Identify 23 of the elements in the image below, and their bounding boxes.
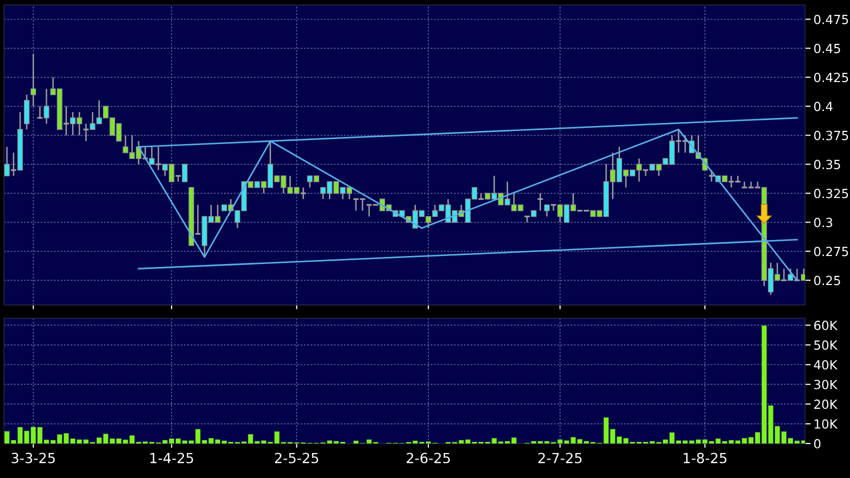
y-tick-label: 10K [814,419,838,429]
y-tick-label: 0.4 [814,102,833,112]
y-tick-label: 0.475 [814,14,848,24]
x-tick-label: 2-7-25 [538,452,582,464]
x-tick-label: 2-6-25 [406,452,450,464]
x-tick-label: 2-5-25 [275,452,318,464]
y-tick-label: 0 [814,438,820,448]
x-tick-label: 1-4-25 [150,452,194,464]
y-tick-label: 0.35 [814,160,840,170]
y-tick-label: 0.325 [814,188,848,198]
y-tick-label: 60K [814,320,838,330]
y-tick-label: 0.3 [814,218,832,228]
y-tick-label: 0.375 [814,130,848,140]
y-tick-label: 30K [814,380,838,390]
x-tick-label: 3-3-25 [12,452,55,464]
y-tick-label: 0.275 [814,246,848,256]
y-tick-label: 0.425 [814,72,848,82]
y-tick-label: 0.25 [814,276,840,286]
y-tick-label: 40K [814,360,838,370]
x-tick-label: 1-8-25 [684,452,726,464]
y-tick-label: 0.45 [814,44,840,54]
y-tick-label: 20K [814,400,838,409]
y-tick-label: 50K [814,340,838,350]
